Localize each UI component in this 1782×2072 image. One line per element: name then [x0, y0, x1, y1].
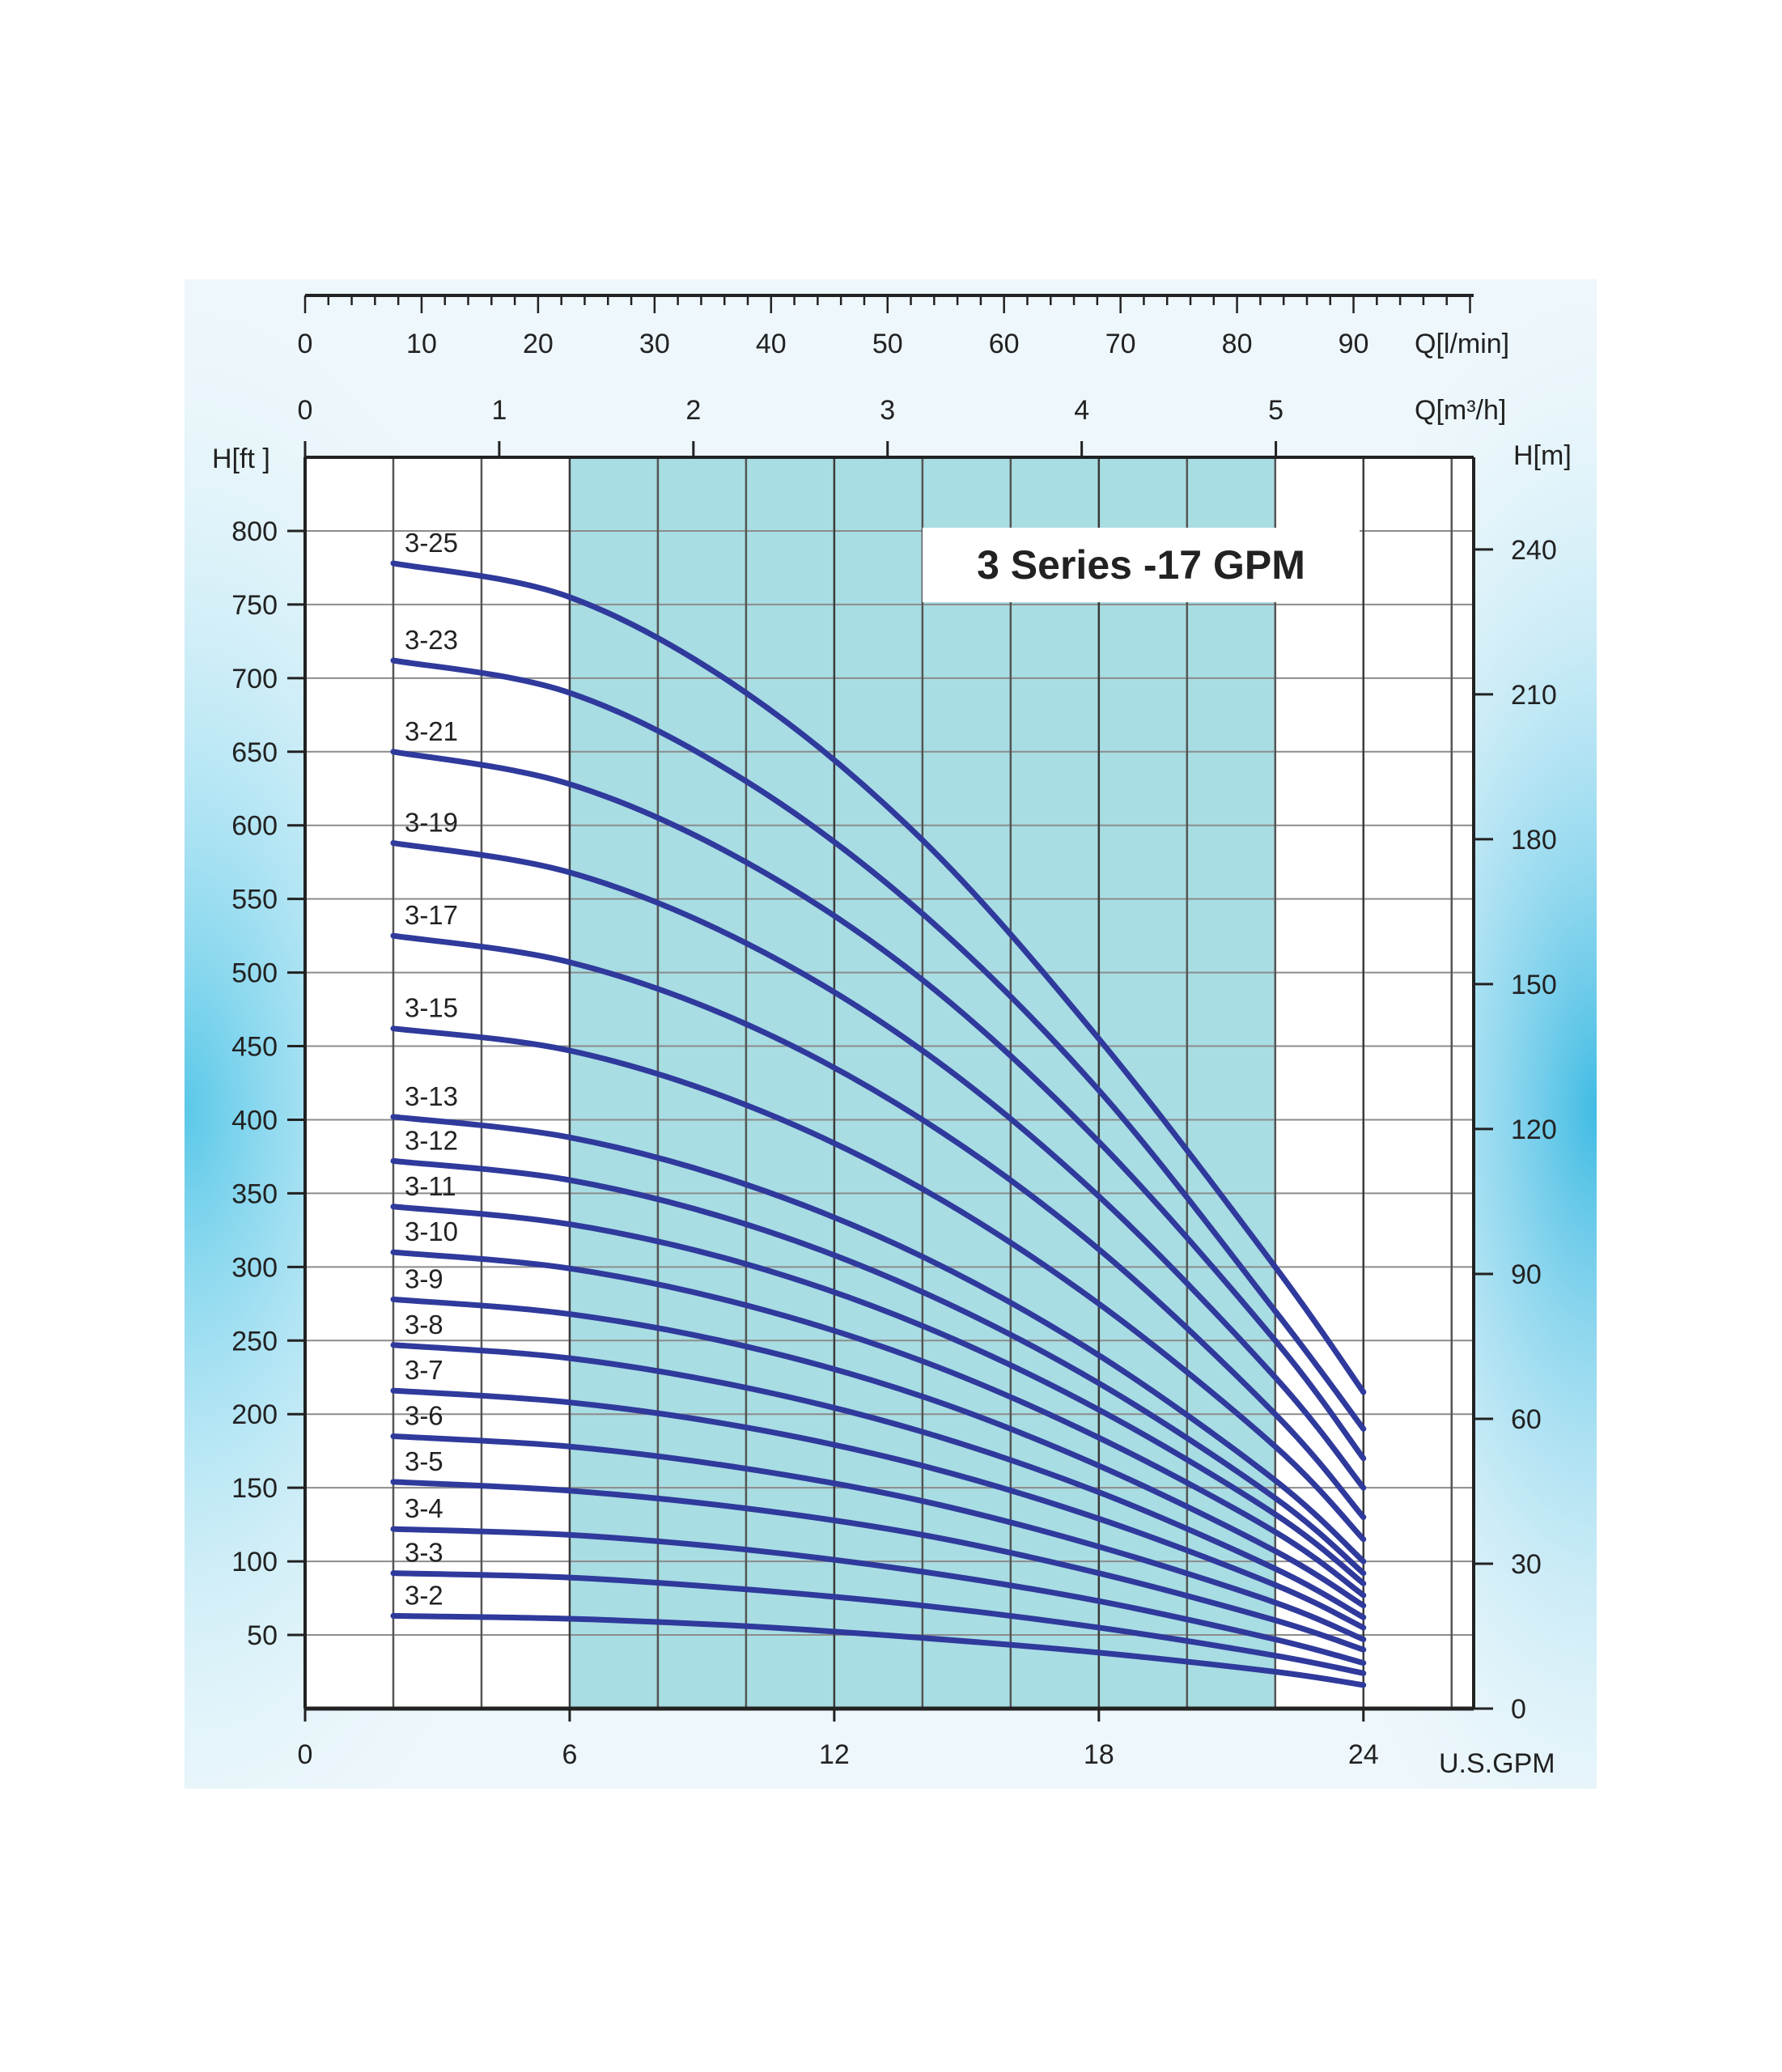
series-label-3-17: 3-17: [405, 900, 458, 930]
curve-3-17: [390, 932, 1367, 1521]
x-tick-label: 24: [1348, 1739, 1379, 1770]
x-axis-label-gpm: U.S.GPM: [1439, 1748, 1555, 1779]
y-tick-label: 150: [231, 1473, 278, 1504]
series-label-3-8: 3-8: [405, 1310, 443, 1340]
y-tick-label: 750: [231, 590, 278, 621]
y-tick-label: 50: [247, 1620, 278, 1651]
x-axis-m3h: 0 1 2 3 4 5: [298, 395, 1283, 457]
y-axis-label-ft: H[ft ]: [212, 444, 270, 474]
x-lmin-tick-label: 60: [989, 329, 1020, 359]
series-label-3-15: 3-15: [405, 993, 458, 1023]
curves: [390, 560, 1367, 1688]
x-lmin-tick-label: 90: [1339, 329, 1369, 359]
curve-3-21: [390, 749, 1367, 1462]
series-label-3-11: 3-11: [405, 1171, 456, 1201]
curve-3-8: [390, 1342, 1367, 1620]
x-m3h-tick-label: 0: [298, 395, 313, 426]
y-tick-label: 600: [231, 811, 278, 842]
y-axis-label-m: H[m]: [1513, 440, 1572, 471]
y-right-tick-label: 180: [1511, 825, 1557, 856]
series-labels: 3-25 3-23 3-21 3-19 3-17 3-15 3-13 3-12 3-11 3-10…: [405, 528, 458, 1610]
y-tick-label: 800: [231, 516, 278, 547]
x-m3h-tick-label: 5: [1268, 395, 1283, 426]
y-tick-label: 100: [231, 1547, 278, 1577]
y-right-tick-label: 240: [1511, 535, 1557, 566]
x-axis-gpm: 0 6 12 18 24: [298, 1709, 1379, 1770]
x-m3h-tick-label: 1: [491, 395, 507, 426]
curve-3-7: [390, 1387, 1367, 1631]
y-tick-label: 250: [231, 1326, 278, 1357]
y-right-tick-label: 210: [1511, 680, 1557, 711]
y-tick-label: 450: [231, 1032, 278, 1063]
y-tick-label: 500: [231, 958, 278, 989]
y-right-tick-label: 90: [1511, 1259, 1542, 1290]
curve-3-10: [390, 1249, 1367, 1599]
x-lmin-tick-label: 20: [523, 329, 554, 359]
x-lmin-tick-label: 10: [406, 329, 437, 359]
y-tick-label: 650: [231, 737, 278, 768]
curve-3-13: [390, 1114, 1367, 1565]
y-right-tick-label: 60: [1511, 1404, 1542, 1435]
curve-3-12: [390, 1157, 1367, 1577]
chart-title: 3 Series -17 GPM: [977, 542, 1305, 588]
y-right-tick-label: 0: [1511, 1694, 1526, 1725]
y-right-tick-label: 30: [1511, 1549, 1542, 1580]
y-tick-label: 200: [231, 1399, 278, 1430]
x-lmin-tick-label: 80: [1222, 329, 1253, 359]
series-label-3-23: 3-23: [405, 625, 458, 655]
y-tick-label: 550: [231, 885, 278, 915]
x-lmin-tick-label: 30: [639, 329, 670, 359]
series-label-3-6: 3-6: [405, 1401, 443, 1431]
x-axis-label-m3h: Q[m³/h]: [1415, 395, 1506, 426]
y-tick-label: 300: [231, 1252, 278, 1283]
curve-3-15: [390, 1025, 1367, 1543]
x-tick-label: 6: [562, 1739, 577, 1770]
series-label-3-9: 3-9: [405, 1263, 443, 1293]
y-right-tick-label: 150: [1511, 970, 1557, 1000]
y-tick-label: 350: [231, 1178, 278, 1209]
x-axis-label-lmin: Q[l/min]: [1415, 329, 1509, 359]
y-right-tick-label: 120: [1511, 1115, 1557, 1145]
x-tick-label: 12: [819, 1739, 850, 1770]
y-axis-ft: 50 100 150 200 250 300 350 400 450 500 550 600 650 70…: [231, 516, 305, 1651]
curve-3-23: [390, 657, 1367, 1432]
curve-3-5: [390, 1479, 1367, 1653]
series-label-3-13: 3-13: [405, 1081, 458, 1111]
chart-title-box: 3 Series -17 GPM: [923, 528, 1360, 602]
x-lmin-tick-label: 70: [1105, 329, 1136, 359]
series-label-3-5: 3-5: [405, 1446, 443, 1476]
curve-3-25: [390, 560, 1367, 1395]
series-label-3-3: 3-3: [405, 1538, 443, 1568]
x-tick-label: 18: [1084, 1739, 1114, 1770]
series-label-3-19: 3-19: [405, 808, 458, 838]
series-label-3-4: 3-4: [405, 1493, 443, 1523]
curve-3-4: [390, 1526, 1367, 1667]
series-label-3-2: 3-2: [405, 1580, 443, 1610]
plot-frame: [303, 456, 1475, 1711]
x-m3h-tick-label: 4: [1074, 395, 1089, 426]
curve-3-9: [390, 1296, 1367, 1609]
x-tick-label: 0: [298, 1739, 313, 1770]
series-label-3-10: 3-10: [405, 1216, 458, 1246]
series-label-3-21: 3-21: [405, 716, 458, 746]
series-label-3-25: 3-25: [405, 528, 458, 558]
x-lmin-tick-label: 40: [756, 329, 787, 359]
x-lmin-tick-label: 0: [298, 329, 313, 359]
x-axis-lmin: 0 10 20 30 40 50 60 70 80 90: [298, 294, 1474, 359]
x-m3h-tick-label: 3: [880, 395, 895, 426]
curve-3-2: [390, 1612, 1367, 1688]
series-label-3-7: 3-7: [405, 1355, 443, 1385]
y-tick-label: 400: [231, 1105, 278, 1136]
x-lmin-tick-label: 50: [872, 329, 903, 359]
series-label-3-12: 3-12: [405, 1125, 458, 1155]
curve-3-6: [390, 1433, 1367, 1643]
curve-3-11: [390, 1204, 1367, 1586]
curve-3-19: [390, 840, 1367, 1491]
curve-3-3: [390, 1570, 1367, 1676]
x-m3h-tick-label: 2: [685, 395, 701, 426]
y-tick-label: 700: [231, 664, 278, 694]
y-axis-m: 0 30 60 90 120 150 180 210 240: [1474, 535, 1557, 1725]
